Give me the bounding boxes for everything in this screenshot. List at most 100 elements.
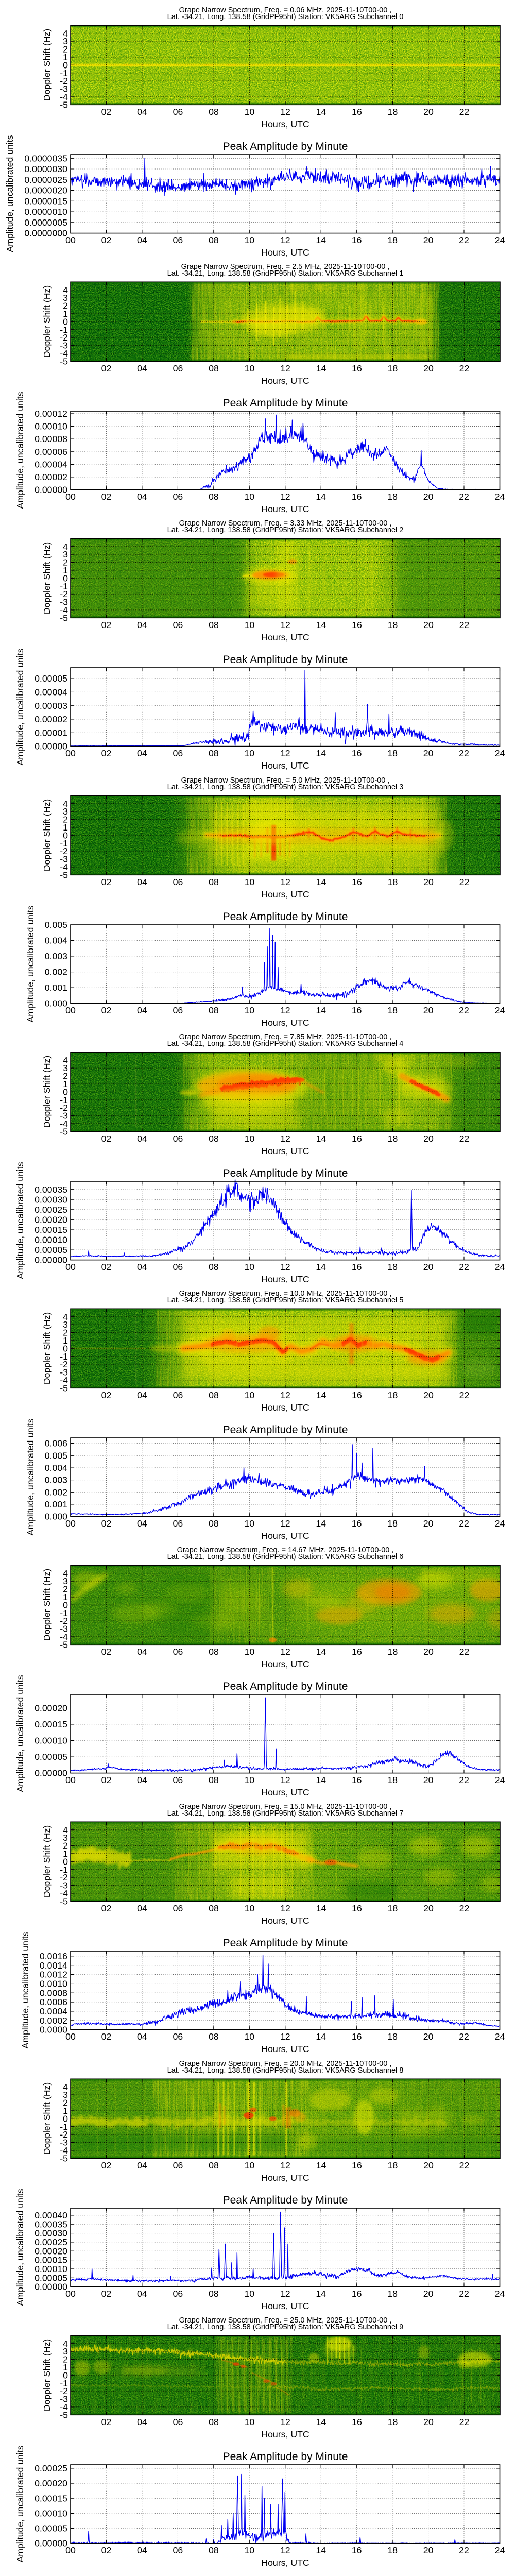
svg-text:Grape Narrow Spectrum, Freq. =: Grape Narrow Spectrum, Freq. = 15.0 MHz,… xyxy=(179,1803,392,1811)
svg-text:22: 22 xyxy=(459,1005,469,1015)
svg-text:Hours, UTC: Hours, UTC xyxy=(261,1274,310,1283)
svg-text:-5: -5 xyxy=(60,356,68,366)
svg-text:08: 08 xyxy=(209,2289,219,2299)
svg-text:Peak Amplitude by Minute: Peak Amplitude by Minute xyxy=(223,1167,348,1179)
svg-text:Amplitude, uncalibrated units: Amplitude, uncalibrated units xyxy=(15,392,25,509)
svg-text:06: 06 xyxy=(173,107,183,117)
svg-text:-5: -5 xyxy=(60,1639,68,1650)
svg-text:00: 00 xyxy=(65,2289,76,2299)
svg-text:0.00010: 0.00010 xyxy=(35,1736,67,1746)
svg-text:2: 2 xyxy=(63,1584,68,1595)
svg-text:22: 22 xyxy=(459,235,469,245)
svg-text:16: 16 xyxy=(352,1647,362,1657)
svg-text:20: 20 xyxy=(423,2545,434,2555)
svg-text:Hours, UTC: Hours, UTC xyxy=(261,2429,310,2439)
svg-text:Peak Amplitude by Minute: Peak Amplitude by Minute xyxy=(223,397,348,409)
svg-text:10: 10 xyxy=(245,2160,255,2171)
svg-text:-3: -3 xyxy=(60,84,68,94)
svg-text:18: 18 xyxy=(388,1390,398,1400)
svg-text:10: 10 xyxy=(244,1775,254,1785)
svg-text:22: 22 xyxy=(459,1262,469,1272)
svg-text:4: 4 xyxy=(63,799,68,809)
svg-text:12: 12 xyxy=(280,1133,290,1144)
svg-text:20: 20 xyxy=(423,363,434,374)
svg-text:08: 08 xyxy=(209,748,219,758)
svg-text:18: 18 xyxy=(387,235,398,245)
svg-text:-1: -1 xyxy=(60,1865,68,1875)
svg-text:20: 20 xyxy=(423,1005,434,1015)
svg-text:24: 24 xyxy=(495,235,505,245)
svg-text:0.005: 0.005 xyxy=(45,920,67,930)
svg-text:0.00003: 0.00003 xyxy=(35,701,67,711)
svg-text:1: 1 xyxy=(63,2362,68,2372)
svg-text:06: 06 xyxy=(173,2417,183,2427)
svg-text:02: 02 xyxy=(101,1647,112,1657)
svg-text:08: 08 xyxy=(209,1903,219,1913)
svg-text:10: 10 xyxy=(245,363,255,374)
svg-text:0.00020: 0.00020 xyxy=(35,2478,67,2488)
svg-text:3: 3 xyxy=(63,2090,68,2100)
svg-text:10: 10 xyxy=(244,1005,254,1015)
svg-text:08: 08 xyxy=(209,107,219,117)
svg-text:2: 2 xyxy=(63,557,68,568)
svg-text:0.0000005: 0.0000005 xyxy=(24,217,67,228)
svg-text:1: 1 xyxy=(63,1335,68,1346)
svg-text:02: 02 xyxy=(101,620,112,630)
svg-text:-5: -5 xyxy=(60,1896,68,1906)
svg-text:04: 04 xyxy=(137,748,147,758)
svg-text:Grape Narrow Spectrum, Freq. =: Grape Narrow Spectrum, Freq. = 7.85 MHz,… xyxy=(179,1033,392,1041)
svg-text:12: 12 xyxy=(280,2289,290,2299)
svg-text:-3: -3 xyxy=(60,1367,68,1378)
svg-text:Hours, UTC: Hours, UTC xyxy=(261,889,310,900)
svg-text:4: 4 xyxy=(63,2338,68,2349)
svg-text:10: 10 xyxy=(244,2545,254,2555)
svg-text:0.00000: 0.00000 xyxy=(35,485,67,495)
svg-text:0.0000000: 0.0000000 xyxy=(24,228,67,239)
svg-text:24: 24 xyxy=(495,2545,505,2555)
svg-text:0.00000: 0.00000 xyxy=(35,2282,67,2292)
svg-text:1: 1 xyxy=(63,309,68,319)
svg-text:Hours, UTC: Hours, UTC xyxy=(261,1531,310,1540)
svg-text:-2: -2 xyxy=(60,589,68,599)
svg-text:06: 06 xyxy=(173,620,183,630)
svg-text:3: 3 xyxy=(63,1833,68,1843)
svg-text:Lat. -34.21, Long. 138.58 (Gri: Lat. -34.21, Long. 138.58 (GridPF95ht) S… xyxy=(167,1296,404,1304)
svg-text:14: 14 xyxy=(316,620,327,630)
svg-text:12: 12 xyxy=(280,1262,290,1272)
svg-text:18: 18 xyxy=(388,877,398,887)
svg-text:0.00010: 0.00010 xyxy=(35,2264,67,2274)
svg-text:4: 4 xyxy=(63,28,68,39)
svg-text:0: 0 xyxy=(63,573,68,583)
svg-text:02: 02 xyxy=(101,2289,112,2299)
svg-text:04: 04 xyxy=(137,620,147,630)
svg-text:04: 04 xyxy=(137,1518,147,1529)
svg-text:18: 18 xyxy=(388,107,398,117)
svg-text:08: 08 xyxy=(209,620,219,630)
svg-text:10: 10 xyxy=(245,1133,255,1144)
svg-text:0.003: 0.003 xyxy=(45,1475,67,1485)
svg-text:08: 08 xyxy=(209,1262,219,1272)
svg-text:0.00015: 0.00015 xyxy=(35,1719,67,1730)
svg-text:24: 24 xyxy=(495,1262,505,1272)
svg-text:0: 0 xyxy=(63,60,68,70)
svg-text:Doppler Shift (Hz): Doppler Shift (Hz) xyxy=(42,799,52,872)
svg-text:14: 14 xyxy=(316,2417,327,2427)
svg-text:-1: -1 xyxy=(60,2122,68,2132)
svg-text:Doppler Shift (Hz): Doppler Shift (Hz) xyxy=(42,1312,52,1385)
svg-text:Lat. -34.21, Long. 138.58 (Gri: Lat. -34.21, Long. 138.58 (GridPF95ht) S… xyxy=(167,2323,404,2331)
svg-text:06: 06 xyxy=(173,2545,183,2555)
svg-text:-4: -4 xyxy=(60,1375,68,1385)
svg-text:0.00015: 0.00015 xyxy=(35,1225,67,1235)
svg-text:-1: -1 xyxy=(60,1608,68,1618)
svg-text:0.00035: 0.00035 xyxy=(35,1184,67,1195)
svg-text:-5: -5 xyxy=(60,1383,68,1393)
svg-text:14: 14 xyxy=(316,877,327,887)
svg-text:0.0002: 0.0002 xyxy=(40,2015,67,2026)
svg-text:12: 12 xyxy=(280,877,290,887)
svg-text:02: 02 xyxy=(101,1262,112,1272)
svg-text:18: 18 xyxy=(387,2031,398,2042)
svg-text:Doppler Shift (Hz): Doppler Shift (Hz) xyxy=(42,2339,52,2412)
svg-text:-1: -1 xyxy=(60,581,68,591)
svg-text:0.00015: 0.00015 xyxy=(35,2255,67,2265)
svg-text:16: 16 xyxy=(352,1390,362,1400)
